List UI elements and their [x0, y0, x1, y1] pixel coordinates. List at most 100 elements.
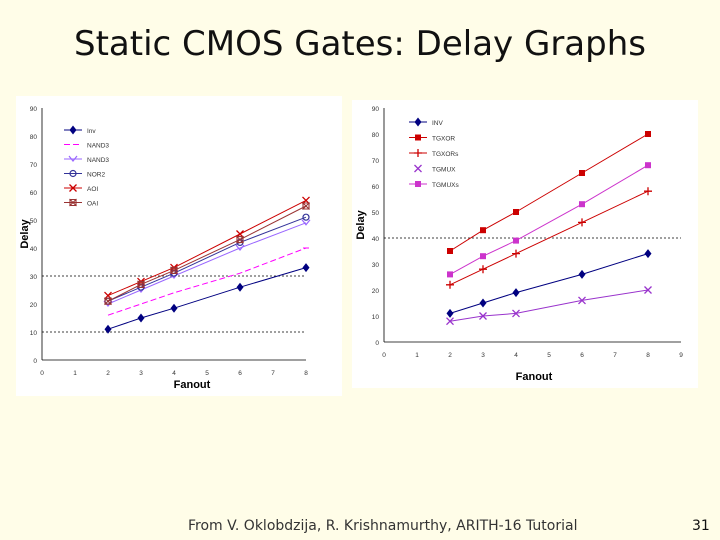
left-chart-series-2-point: [301, 219, 311, 226]
footer-citation: From V. Oklobdzija, R. Krishnamurthy, AR…: [188, 518, 578, 534]
right-chart-x-tick-label: 3: [481, 352, 485, 359]
left-chart-y-tick-label: 0: [33, 358, 37, 365]
right-chart-series-4-point: [579, 201, 585, 208]
left-chart-series-0-point: [170, 303, 178, 313]
right-chart-series-3-point: [644, 286, 652, 294]
left-chart-y-tick-label: 80: [30, 134, 38, 141]
left-chart-x-tick-label: 7: [271, 370, 275, 377]
right-chart-series-4-point: [480, 253, 486, 260]
left-chart-x-tick-label: 8: [304, 370, 308, 377]
right-chart-legend-label-3: TGMUX: [432, 167, 456, 174]
right-chart-y-tick-label: 60: [372, 184, 380, 191]
right-chart-legend-label-1: TGXOR: [432, 136, 455, 143]
right-chart-series-4-point: [447, 271, 453, 278]
left-chart-legend-marker-4: [69, 184, 77, 192]
right-chart-series-3-point: [578, 296, 586, 305]
right-chart-series-2-point: [512, 249, 520, 258]
left-chart-legend-label-4: AOI: [87, 186, 98, 193]
right-chart-series-4-point: [513, 237, 519, 244]
right-chart-series-2-point: [578, 218, 586, 227]
right-chart-legend-marker-3: [414, 164, 422, 173]
right-chart-legend-marker-0: [414, 117, 422, 127]
right-chart-y-axis-label: Delay: [355, 209, 367, 239]
left-chart-x-tick-label: 4: [172, 370, 176, 377]
right-chart-x-tick-label: 9: [679, 352, 683, 359]
left-chart-legend-marker-0: [69, 125, 77, 135]
chart-right-svg: 0 10 20 30 40 50 60 70 80 90 0 1 2 3 4 5 6 7 8 9 Fanout Delay…: [352, 100, 698, 388]
right-chart-series-2-point: [479, 265, 487, 274]
right-chart-series-1-point: [480, 227, 486, 234]
right-chart-x-axis-label: Fanout: [516, 371, 553, 383]
right-chart-x-tick-label: 6: [580, 352, 584, 359]
left-chart-y-tick-label: 50: [30, 218, 38, 225]
right-chart-series-0-point: [512, 288, 520, 298]
chart-right: 0 10 20 30 40 50 60 70 80 90 0 1 2 3 4 5 6 7 8 9 Fanout Delay…: [352, 100, 698, 388]
left-chart-series-0-point: [104, 324, 112, 334]
right-chart-series-4-point: [645, 162, 651, 169]
left-chart-x-axis-label: Fanout: [174, 379, 211, 391]
slide-title: Static CMOS Gates: Delay Graphs: [74, 24, 646, 64]
left-chart-series-5-point: [137, 280, 145, 289]
right-chart-y-tick-label: 0: [375, 340, 379, 347]
right-chart-legend-marker-1: [415, 134, 421, 141]
left-chart-y-tick-label: 60: [30, 190, 38, 197]
left-chart-x-tick-label: 3: [139, 370, 143, 377]
left-chart-series-5-point: [170, 266, 178, 275]
chart-left-svg: 0 10 20 30 40 50 60 70 80 90 0 1 2 3 4 5 6 7 8 Fanout Delay I…: [16, 96, 342, 396]
right-chart-legend-label-2: TGXORs: [432, 151, 459, 158]
left-chart-series-line-1: [107, 247, 307, 316]
right-chart-series-3-point: [446, 317, 454, 326]
left-chart-legend-label-3: NOR2: [87, 172, 105, 179]
left-chart-x-tick-label: 1: [73, 370, 77, 377]
right-chart-legend-marker-4: [415, 181, 421, 187]
right-chart-x-tick-label: 8: [646, 352, 650, 359]
right-chart-legend-label-0: INV: [432, 120, 444, 127]
left-chart-x-tick-label: 6: [238, 370, 242, 377]
right-chart-background: [352, 100, 698, 388]
right-chart-series-1-point: [579, 170, 585, 176]
right-chart-x-tick-label: 2: [448, 352, 452, 359]
right-chart-x-tick-label: 0: [382, 352, 386, 359]
right-chart-series-0-point: [644, 249, 652, 259]
right-chart-series-0-point: [479, 298, 487, 308]
right-chart-legend-marker-2: [414, 149, 422, 157]
right-chart-x-tick-label: 4: [514, 352, 518, 359]
left-chart-x-tick-label: 2: [106, 370, 110, 377]
left-chart-legend-marker-3: [69, 169, 77, 178]
right-chart-series-3-point: [512, 309, 520, 318]
right-chart-y-tick-label: 80: [372, 132, 380, 139]
left-chart-background: [16, 96, 342, 396]
left-chart-legend-marker-5: [69, 198, 77, 207]
right-chart-y-tick-label: 40: [372, 236, 380, 243]
left-chart-series-0-point: [137, 313, 145, 323]
right-chart-series-0-point: [578, 269, 586, 279]
left-chart-y-tick-label: 70: [30, 162, 38, 169]
left-chart-legend-label-0: Inv: [87, 128, 96, 135]
right-chart-series-0-point: [446, 308, 454, 318]
right-chart-series-3-point: [479, 312, 487, 320]
left-chart-series-5-point: [302, 202, 310, 210]
left-chart-series-5-point: [104, 297, 112, 306]
left-chart-series-2-point: [235, 244, 245, 251]
right-chart-y-tick-label: 10: [372, 314, 380, 321]
right-chart-series-2-point: [644, 187, 652, 196]
right-chart-y-tick-label: 20: [372, 288, 380, 295]
left-chart-legend-label-5: OAI: [87, 201, 98, 208]
right-chart-series-1-point: [645, 131, 651, 137]
left-chart-legend-label-2: NAND3: [87, 157, 109, 164]
right-chart-legend-label-4: TGMUXs: [432, 182, 459, 189]
left-chart-legend-marker-2: [68, 155, 78, 162]
right-chart-y-tick-label: 50: [372, 210, 380, 217]
left-chart-y-axis-label: Delay: [19, 218, 31, 248]
chart-left: 0 10 20 30 40 50 60 70 80 90 0 1 2 3 4 5 6 7 8 Fanout Delay I…: [16, 96, 342, 396]
right-chart-x-tick-label: 1: [415, 352, 419, 359]
left-chart-x-tick-label: 5: [205, 370, 209, 377]
right-chart-series-1-point: [447, 248, 453, 254]
left-chart-y-tick-label: 10: [30, 330, 38, 337]
right-chart-x-tick-label: 5: [547, 352, 551, 359]
right-chart-series-2-point: [446, 280, 454, 289]
left-chart-y-tick-label: 40: [30, 246, 38, 253]
page-number: 31: [692, 518, 710, 534]
right-chart-series-1-point: [513, 209, 519, 215]
right-chart-y-tick-label: 70: [372, 158, 380, 165]
